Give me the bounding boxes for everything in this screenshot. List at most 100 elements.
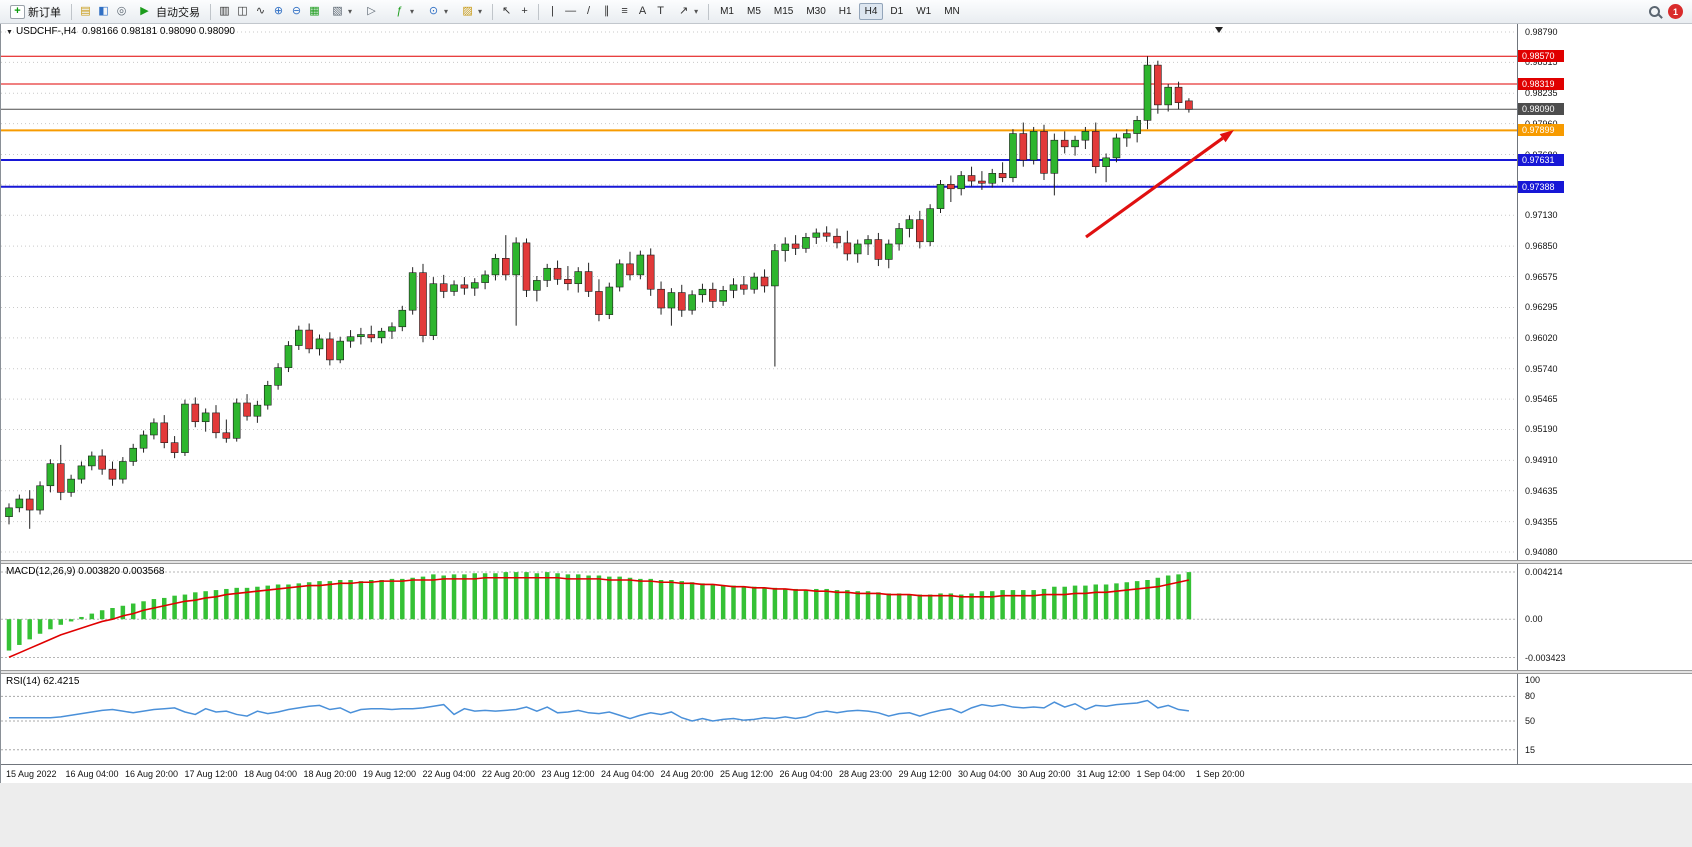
bar-chart-icon[interactable]: ▥	[219, 5, 230, 17]
candle-up	[636, 254, 645, 276]
candle-up	[450, 284, 458, 292]
timeframe-mn[interactable]: MN	[944, 6, 960, 17]
price-badge-0.97388: 0.97388	[1518, 180, 1564, 193]
candle-down	[160, 422, 169, 444]
line-chart-icon[interactable]: ∿	[255, 5, 266, 17]
auto-trading-icon: ▶	[140, 5, 149, 17]
notification-badge[interactable]: 1	[1668, 4, 1683, 19]
trend-arrow[interactable]	[1085, 136, 1224, 239]
navigator-icon[interactable]: ◎	[116, 5, 127, 17]
arrows-tool-button[interactable]: ↗ ▾	[670, 2, 703, 22]
timeframe-m1[interactable]: M1	[720, 6, 734, 17]
time-tick-label: 15 Aug 2022	[6, 769, 57, 779]
horizontal-line-tool-icon[interactable]: —	[565, 5, 577, 17]
price-tick-label: 0.96850	[1525, 241, 1558, 252]
tile-windows-icon[interactable]: ▦	[309, 5, 320, 17]
price-tick-label: 0.96020	[1525, 332, 1558, 343]
candle-up	[1112, 137, 1121, 159]
collapse-icon[interactable]: ▼	[6, 29, 13, 36]
arrows-tool-icon: ↗	[678, 5, 689, 17]
candle-down	[191, 403, 200, 423]
search-icon[interactable]	[1649, 6, 1660, 17]
zoom-in-icon[interactable]: ⊕	[273, 5, 284, 17]
timeframe-h1[interactable]: H1	[838, 6, 852, 17]
candle-up	[1133, 120, 1141, 134]
macd-axis[interactable]: 0.004214 0.00 -0.003423	[1517, 564, 1692, 670]
candlestick-chart-icon[interactable]: ◫	[237, 5, 248, 17]
zoom-out-icon[interactable]: ⊖	[291, 5, 302, 17]
candle-up	[377, 330, 386, 339]
candle-up	[988, 173, 997, 184]
cascade-windows-button[interactable]: ▧ ▾	[324, 2, 357, 22]
trendline-tool-icon[interactable]: /	[587, 5, 591, 17]
time-tick-label: 16 Aug 20:00	[125, 769, 179, 779]
rsi-axis[interactable]: 100 80 50 15	[1517, 674, 1692, 764]
price-tick-label: 0.94080	[1525, 547, 1558, 557]
time-tick-label: 18 Aug 04:00	[244, 769, 298, 779]
indicators-icon: ƒ	[396, 5, 403, 17]
auto-trading-button[interactable]: ▶ 自动交易	[131, 2, 205, 22]
fibonacci-tool-icon[interactable]: ≡	[621, 5, 628, 17]
candle-down	[367, 334, 376, 339]
price-badge-0.98319: 0.98319	[1518, 78, 1564, 90]
candle-up	[1050, 139, 1059, 174]
text-tool-icon[interactable]: A	[638, 5, 647, 17]
candle-up	[512, 242, 520, 276]
market-watch-icon[interactable]: ▤	[80, 5, 91, 17]
candle-up	[750, 276, 759, 290]
channel-tool-icon[interactable]: ∥	[603, 5, 610, 17]
timeframe-m5[interactable]: M5	[746, 6, 761, 17]
indicators-button[interactable]: ƒ ▾	[386, 2, 419, 22]
candle-up	[1009, 133, 1017, 179]
candle-down	[822, 232, 831, 237]
new-order-button[interactable]: + 新订单	[5, 2, 66, 22]
data-window-icon[interactable]: ◧	[98, 5, 109, 17]
candle-down	[212, 412, 220, 434]
pane-splitter[interactable]	[1, 560, 1692, 564]
templates-button[interactable]: ▨ ▾	[454, 2, 487, 22]
new-order-label: 新订单	[28, 6, 61, 19]
candle-up	[853, 243, 862, 255]
price-tick-label: 0.94635	[1525, 485, 1558, 496]
vertical-line-tool-icon[interactable]: |	[551, 5, 554, 17]
cursor-icon[interactable]: ↖	[501, 5, 512, 17]
timeframe-m15[interactable]: M15	[773, 6, 794, 17]
scroll-end-button[interactable]: ▷	[358, 2, 385, 22]
candle-up	[398, 309, 407, 328]
candle-down	[501, 258, 510, 276]
candle-down	[1060, 139, 1069, 148]
timeframe-d1[interactable]: D1	[890, 6, 904, 17]
ohlc-values: 0.98166 0.98181 0.98090 0.98090	[82, 26, 235, 37]
price-axis[interactable]: 0.987900.985150.982350.979600.976800.974…	[1517, 24, 1692, 560]
timeframe-h4[interactable]: H4	[858, 3, 884, 20]
main-chart-plot[interactable]	[1, 24, 1517, 560]
candle-down	[25, 498, 34, 511]
chevron-down-icon: ▾	[410, 7, 415, 16]
crosshair-icon[interactable]: +	[521, 5, 528, 17]
rsi-title: RSI(14) 62.4215	[6, 676, 79, 687]
timeframe-m30[interactable]: M30	[806, 6, 826, 17]
macd-plot[interactable]	[1, 564, 1517, 670]
timeframe-w1[interactable]: W1	[916, 6, 932, 17]
candle-down	[874, 239, 883, 260]
candle-up	[615, 263, 624, 288]
price-tick-label: 0.94355	[1525, 516, 1558, 527]
chevron-down-icon: ▾	[694, 7, 699, 16]
periods-icon: ⊙	[428, 5, 439, 17]
price-tick-label: 0.97960	[1525, 119, 1558, 129]
time-tick-label: 1 Sep 20:00	[1196, 769, 1245, 779]
trend-arrow-head[interactable]	[1219, 130, 1234, 143]
time-axis[interactable]: 15 Aug 2022 16 Aug 04:00 16 Aug 20:00 17 Au…	[1, 764, 1692, 783]
candle-down	[998, 173, 1007, 179]
periods-button[interactable]: ⊙ ▾	[420, 2, 453, 22]
rsi-plot[interactable]	[1, 674, 1517, 764]
pane-splitter[interactable]	[1, 670, 1692, 674]
workspace-background	[0, 783, 1692, 847]
candle-up	[119, 461, 127, 480]
candle-up	[688, 294, 696, 311]
text-label-tool-icon[interactable]: T	[657, 5, 664, 17]
candle-down	[419, 272, 427, 336]
candle-up	[771, 250, 779, 287]
candle-down	[646, 254, 655, 290]
candle-down	[626, 263, 634, 276]
